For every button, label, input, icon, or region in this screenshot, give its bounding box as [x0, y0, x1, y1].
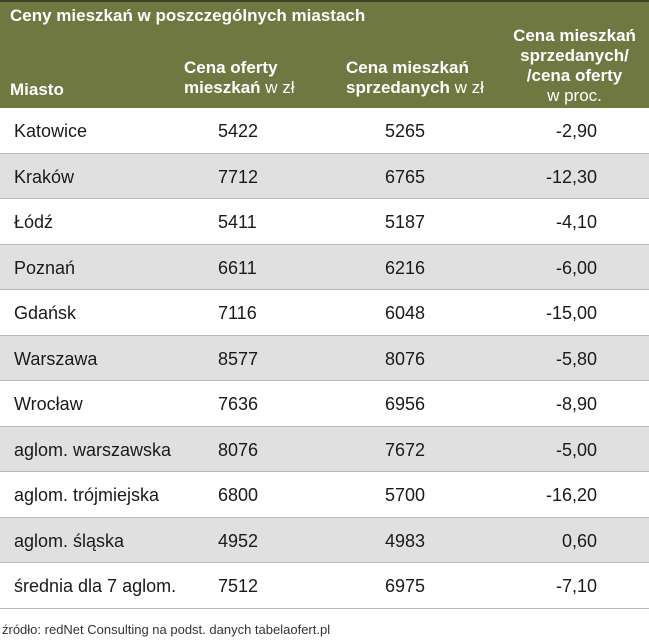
cell-ratio: -4,10 — [555, 212, 597, 232]
cell-ratio: -16,20 — [545, 485, 597, 505]
ratio-label: Cena mieszkań sprzedanych/ /cena oferty — [513, 26, 636, 85]
table-row: Wrocław 7636 6956 -8,90 — [0, 381, 649, 427]
cell-sold-price: 5187 — [385, 212, 426, 232]
cell-offer-price: 5422 — [218, 121, 259, 141]
cell-offer-price: 8577 — [218, 348, 259, 369]
cell-offer-price: 7636 — [218, 394, 259, 414]
table-row: Katowice 5422 5265 -2,90 — [0, 108, 649, 154]
column-header-city-label: Miasto — [10, 80, 64, 99]
table-row: aglom. śląska 4952 4983 0,60 — [0, 517, 649, 563]
cell-ratio: -15,00 — [545, 303, 597, 323]
cell-offer-price: 4952 — [218, 530, 259, 551]
offer-price-unit: w zł — [265, 78, 295, 97]
table-row: aglom. warszawska 8076 7672 -5,00 — [0, 426, 649, 472]
cell-sold-price: 6765 — [385, 166, 426, 187]
cell-offer-price: 7116 — [218, 303, 257, 323]
cell-ratio: -7,10 — [555, 576, 597, 596]
column-header-offer-price: Cena oferty mieszkań w zł — [184, 58, 334, 98]
table-row: aglom. trójmiejska 6800 5700 -16,20 — [0, 472, 649, 518]
column-header-city: Miasto — [10, 80, 160, 100]
cell-offer-price: 7712 — [218, 166, 259, 187]
column-header-ratio: Cena mieszkań sprzedanych/ /cena oferty … — [500, 26, 649, 106]
table-body: Katowice 5422 5265 -2,90 Kraków 7712 6765 -12,3… — [0, 108, 649, 609]
sold-price-unit: w zł — [454, 78, 484, 97]
cell-sold-price: 4983 — [385, 530, 426, 551]
cell-city: Katowice — [14, 121, 88, 141]
cell-sold-price: 5700 — [385, 485, 426, 505]
cell-ratio: -2,90 — [555, 121, 597, 141]
cell-offer-price: 8076 — [218, 439, 259, 460]
table-row: Kraków 7712 6765 -12,30 — [0, 153, 649, 199]
cell-ratio: 0,60 — [561, 530, 597, 551]
cell-offer-price: 5411 — [218, 212, 257, 232]
cell-city: Gdańsk — [14, 303, 77, 323]
cell-city: Łódź — [14, 212, 54, 232]
cell-city: Warszawa — [14, 348, 98, 369]
table-title: Ceny mieszkań w poszczególnych miastach — [10, 6, 366, 25]
cell-sold-price: 6975 — [385, 576, 426, 596]
cell-ratio: -6,00 — [555, 257, 597, 278]
cell-ratio: -5,00 — [555, 439, 597, 460]
table-row: Warszawa 8577 8076 -5,80 — [0, 335, 649, 381]
table-row: Poznań 6611 6216 -6,00 — [0, 244, 649, 290]
table-row: średnia dla 7 aglom. 7512 6975 -7,10 — [0, 563, 649, 609]
cell-city: Wrocław — [14, 394, 83, 414]
cell-city: aglom. trójmiejska — [14, 485, 160, 505]
offer-price-label: Cena oferty mieszkań — [184, 58, 278, 97]
cell-sold-price: 7672 — [385, 439, 426, 460]
source-note: źródło: redNet Consulting na podst. dany… — [2, 622, 331, 637]
cell-offer-price: 6800 — [218, 485, 259, 505]
cell-city: Poznań — [14, 257, 76, 278]
cell-city: aglom. śląska — [14, 530, 125, 551]
cell-city: średnia dla 7 aglom. — [14, 576, 177, 596]
cell-city: aglom. warszawska — [14, 439, 172, 460]
column-header-sold-price: Cena mieszkań sprzedanych w zł — [346, 58, 494, 98]
ratio-unit: w proc. — [547, 86, 602, 105]
table-row: Łódź 5411 5187 -4,10 — [0, 199, 649, 245]
sold-price-label: Cena mieszkań sprzedanych — [346, 58, 469, 97]
table-header: Ceny mieszkań w poszczególnych miastach … — [0, 0, 649, 108]
cell-sold-price: 8076 — [385, 348, 426, 369]
cell-offer-price: 7512 — [218, 576, 259, 596]
cell-sold-price: 6956 — [385, 394, 426, 414]
cell-ratio: -5,80 — [555, 348, 597, 369]
cell-ratio: -12,30 — [545, 166, 597, 187]
cell-ratio: -8,90 — [555, 394, 597, 414]
cell-offer-price: 6611 — [218, 257, 257, 278]
cell-city: Kraków — [14, 166, 75, 187]
cell-sold-price: 6216 — [385, 257, 426, 278]
cell-sold-price: 6048 — [385, 303, 426, 323]
table-row: Gdańsk 7116 6048 -15,00 — [0, 290, 649, 336]
cell-sold-price: 5265 — [385, 121, 426, 141]
